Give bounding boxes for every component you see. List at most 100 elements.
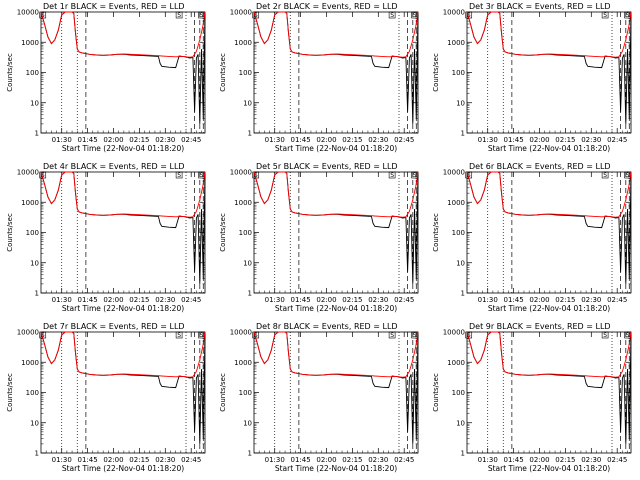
flag-label: S xyxy=(467,332,471,339)
series-line-lld xyxy=(253,171,419,218)
flag-label: S xyxy=(254,172,258,179)
flag-label: S xyxy=(200,12,204,19)
y-tick-label: 1000 xyxy=(447,39,465,47)
y-tick-label: 1000 xyxy=(234,359,252,367)
x-tick-label: 02:00 xyxy=(529,296,549,304)
flag-label: S xyxy=(200,172,204,179)
y-axis-label: Counts/sec xyxy=(6,213,14,252)
chart-title: Det 2r BLACK = Events, RED = LLD xyxy=(256,2,398,11)
chart-panel-det-6r: Det 6r BLACK = Events, RED = LLD 1 10 100 10… xyxy=(426,160,639,320)
y-tick-label: 10 xyxy=(243,99,252,107)
x-tick-label: 02:15 xyxy=(555,296,575,304)
chart-panel-det-9r: Det 9r BLACK = Events, RED = LLD 1 10 100 10… xyxy=(426,320,639,480)
y-tick-label: 1 xyxy=(35,450,39,458)
flag-label: S xyxy=(177,332,181,339)
y-tick-label: 1000 xyxy=(447,359,465,367)
x-tick-label: 02:30 xyxy=(581,296,601,304)
y-tick-label: 1 xyxy=(461,290,465,298)
y-tick-label: 10000 xyxy=(443,9,465,17)
chart-panel-det-5r: Det 5r BLACK = Events, RED = LLD 1 10 100 10… xyxy=(213,160,426,320)
y-tick-label: 10000 xyxy=(443,329,465,337)
flag-label: S xyxy=(603,12,607,19)
y-tick-label: 100 xyxy=(239,69,252,77)
flag-box xyxy=(175,331,183,339)
y-tick-label: 100 xyxy=(239,389,252,397)
y-tick-label: 10 xyxy=(30,259,39,267)
chart-svg: Det 1r BLACK = Events, RED = LLD 1 10 100 10… xyxy=(6,2,206,153)
y-tick-label: 10000 xyxy=(17,329,39,337)
series-line-events xyxy=(253,11,419,124)
flag-label: S xyxy=(177,172,181,179)
flag-label: S xyxy=(467,12,471,19)
chart-svg: Det 5r BLACK = Events, RED = LLD 1 10 100 10… xyxy=(219,162,419,313)
x-axis-label: Start Time (22-Nov-04 01:18:20) xyxy=(488,464,610,473)
x-tick-label: 02:15 xyxy=(342,296,362,304)
x-axis-label: Start Time (22-Nov-04 01:18:20) xyxy=(275,464,397,473)
y-tick-label: 1 xyxy=(461,130,465,138)
flag-label: S xyxy=(626,332,630,339)
chart-panel-det-3r: Det 3r BLACK = Events, RED = LLD 1 10 100 10… xyxy=(426,0,639,160)
x-axis-label: Start Time (22-Nov-04 01:18:20) xyxy=(275,144,397,153)
chart-title: Det 7r BLACK = Events, RED = LLD xyxy=(43,322,185,331)
x-axis-label: Start Time (22-Nov-04 01:18:20) xyxy=(62,304,184,313)
x-tick-label: 02:30 xyxy=(155,296,175,304)
y-tick-label: 1 xyxy=(35,290,39,298)
x-tick-label: 02:30 xyxy=(581,136,601,144)
x-tick-label: 01:30 xyxy=(265,296,285,304)
x-tick-label: 02:15 xyxy=(129,456,149,464)
x-axis-label: Start Time (22-Nov-04 01:18:20) xyxy=(62,144,184,153)
x-axis-label: Start Time (22-Nov-04 01:18:20) xyxy=(488,144,610,153)
flag-label: S xyxy=(413,172,417,179)
y-axis-label: Counts/sec xyxy=(432,53,440,92)
series-line-events xyxy=(40,11,206,124)
x-axis-label: Start Time (22-Nov-04 01:18:20) xyxy=(488,304,610,313)
flag-box xyxy=(388,11,396,19)
y-tick-label: 10000 xyxy=(230,169,252,177)
x-tick-label: 02:30 xyxy=(368,136,388,144)
flag-box xyxy=(601,331,609,339)
chart-svg: Det 8r BLACK = Events, RED = LLD 1 10 100 10… xyxy=(219,322,419,473)
y-tick-label: 100 xyxy=(452,69,465,77)
plot-frame xyxy=(40,331,206,454)
chart-svg: Det 2r BLACK = Events, RED = LLD 1 10 100 10… xyxy=(219,2,419,153)
series-line-events xyxy=(466,171,632,284)
x-tick-label: 01:45 xyxy=(504,296,524,304)
flag-box xyxy=(175,171,183,179)
flag-label: S xyxy=(603,332,607,339)
y-axis-label: Counts/sec xyxy=(219,213,227,252)
flag-label: S xyxy=(390,12,394,19)
plot-frame xyxy=(40,171,206,294)
y-tick-label: 10 xyxy=(456,419,465,427)
chart-svg: Det 3r BLACK = Events, RED = LLD 1 10 100 10… xyxy=(432,2,632,153)
y-tick-label: 1 xyxy=(461,450,465,458)
chart-svg: Det 6r BLACK = Events, RED = LLD 1 10 100 10… xyxy=(432,162,632,313)
y-tick-label: 1000 xyxy=(21,39,39,47)
flag-box xyxy=(601,171,609,179)
x-tick-label: 02:30 xyxy=(368,296,388,304)
y-tick-label: 10000 xyxy=(17,9,39,17)
x-tick-label: 02:15 xyxy=(342,136,362,144)
flag-label: S xyxy=(254,12,258,19)
plot-frame xyxy=(253,11,419,134)
x-axis-label: Start Time (22-Nov-04 01:18:20) xyxy=(275,304,397,313)
x-tick-label: 01:30 xyxy=(265,136,285,144)
x-tick-label: 01:45 xyxy=(78,136,98,144)
plot-frame xyxy=(466,171,632,294)
x-tick-label: 01:30 xyxy=(52,136,72,144)
flag-label: S xyxy=(390,172,394,179)
chart-panel-det-4r: Det 4r BLACK = Events, RED = LLD 1 10 100 10… xyxy=(0,160,213,320)
flag-box xyxy=(175,11,183,19)
chart-title: Det 6r BLACK = Events, RED = LLD xyxy=(469,162,611,171)
series-line-events xyxy=(253,331,419,444)
flag-label: S xyxy=(626,12,630,19)
x-tick-label: 02:45 xyxy=(181,136,201,144)
x-tick-label: 01:45 xyxy=(291,136,311,144)
chart-panel-det-1r: Det 1r BLACK = Events, RED = LLD 1 10 100 10… xyxy=(0,0,213,160)
flag-box xyxy=(388,331,396,339)
flag-label: S xyxy=(413,12,417,19)
series-line-lld xyxy=(466,11,632,58)
y-tick-label: 100 xyxy=(26,389,39,397)
y-tick-label: 10 xyxy=(243,259,252,267)
chart-title: Det 8r BLACK = Events, RED = LLD xyxy=(256,322,398,331)
flag-label: S xyxy=(467,172,471,179)
